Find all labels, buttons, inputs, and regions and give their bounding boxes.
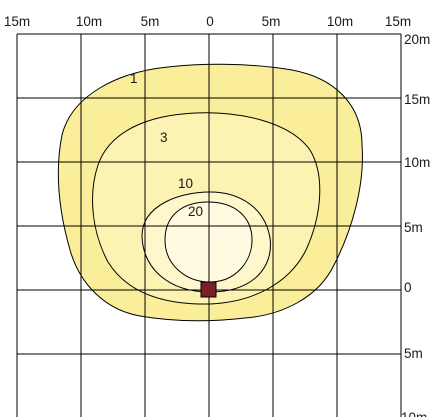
- x-label-5m-left: 5m: [141, 14, 160, 29]
- contour-label-1: 1: [130, 71, 138, 86]
- y-label-5m: 5m: [404, 220, 423, 235]
- contour-label-10: 10: [178, 176, 193, 191]
- y-label-10m: 10m: [404, 155, 430, 170]
- light-source-marker: [200, 281, 217, 298]
- contour-label-20: 20: [188, 204, 203, 219]
- grid: [16, 33, 402, 417]
- y-label-15m: 15m: [404, 92, 430, 107]
- y-label-0: 0: [404, 280, 412, 295]
- y-label-minus-5m: 5m: [404, 346, 423, 361]
- y-label-20m: 20m: [404, 32, 430, 47]
- x-label-10m-left: 10m: [76, 14, 102, 29]
- contour-label-3: 3: [160, 130, 168, 145]
- x-label-0: 0: [206, 14, 214, 29]
- x-label-10m-right: 10m: [327, 14, 353, 29]
- y-label-minus-10m: 10m: [401, 410, 427, 417]
- x-label-15m-left: 15m: [4, 14, 30, 29]
- x-label-5m-right: 5m: [262, 14, 281, 29]
- x-label-15m-right: 15m: [385, 14, 411, 29]
